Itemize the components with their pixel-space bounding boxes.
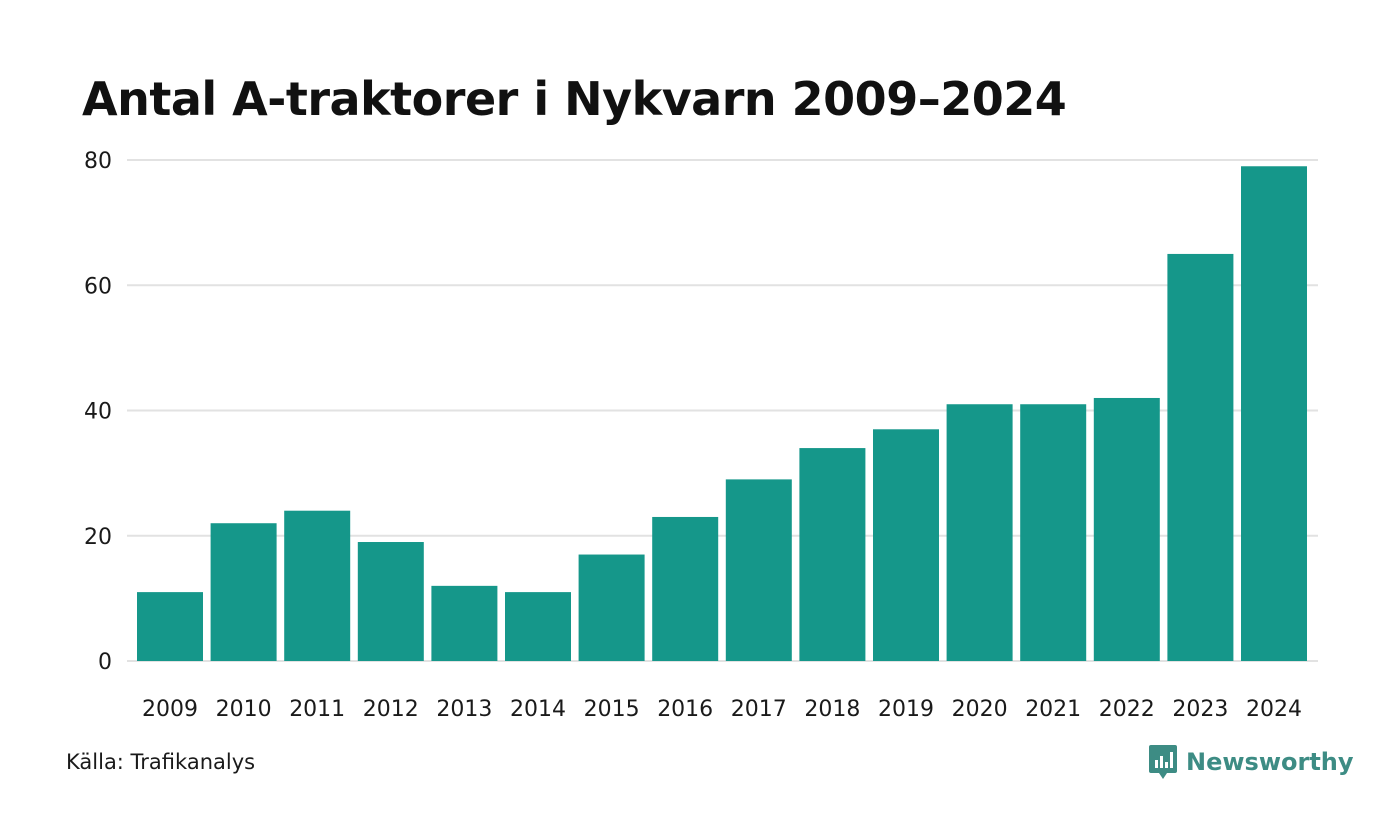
x-tick-label: 2023	[1172, 697, 1228, 722]
bar-2017	[725, 479, 792, 661]
x-tick-label: 2022	[1099, 697, 1155, 722]
x-tick-label: 2020	[952, 697, 1008, 722]
x-tick-label: 2016	[657, 697, 713, 722]
bar-2019	[873, 429, 939, 661]
x-tick-label: 2021	[1025, 697, 1081, 722]
y-axis-tick-labels: 0 20 40 60 80	[84, 149, 112, 675]
bar-2024	[1241, 166, 1307, 661]
brand-name: Newsworthy	[1186, 748, 1354, 776]
x-tick-label: 2024	[1246, 697, 1302, 722]
x-tick-label: 2014	[510, 697, 566, 722]
chart-title: Antal A-traktorer i Nykvarn 2009–2024	[82, 72, 1067, 126]
source-note: Källa: Trafikanalys	[66, 750, 256, 774]
y-tick-label: 20	[84, 525, 112, 550]
x-tick-label: 2009	[142, 697, 198, 722]
bar-2015	[578, 554, 645, 661]
x-axis-tick-labels: 2009 2010 2011 2012 2013 2014 2015 2016 2017 2018…	[142, 697, 1302, 722]
bar-2009	[137, 592, 203, 661]
x-tick-label: 2012	[363, 697, 419, 722]
x-tick-label: 2015	[584, 697, 640, 722]
bar-2020	[946, 404, 1013, 661]
bar-2012	[357, 542, 424, 661]
bar-2016	[652, 516, 719, 661]
bar-2010	[210, 523, 277, 661]
y-tick-label: 40	[84, 400, 112, 425]
newsworthy-brand: Newsworthy	[1148, 743, 1354, 781]
bar-2011	[284, 510, 351, 661]
y-tick-label: 60	[84, 274, 112, 299]
y-tick-label: 0	[98, 650, 112, 675]
x-tick-label: 2013	[436, 697, 492, 722]
bar-2014	[505, 592, 571, 661]
x-tick-label: 2011	[289, 697, 345, 722]
bar-2022	[1093, 397, 1160, 661]
newsworthy-logo-icon	[1149, 745, 1177, 779]
bar-2023	[1167, 253, 1234, 661]
x-tick-label: 2018	[804, 697, 860, 722]
x-tick-label: 2017	[731, 697, 787, 722]
bar-2013	[431, 585, 498, 661]
bars	[137, 166, 1307, 661]
bar-2018	[799, 448, 866, 661]
bar-2021	[1020, 404, 1087, 661]
y-tick-label: 80	[84, 149, 112, 174]
x-tick-label: 2010	[216, 697, 272, 722]
x-tick-label: 2019	[878, 697, 934, 722]
